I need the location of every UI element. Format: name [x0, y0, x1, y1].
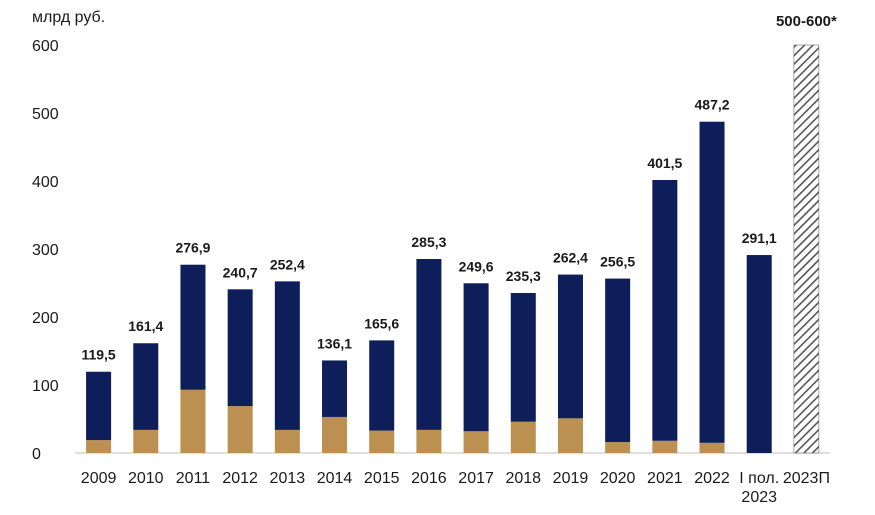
y-tick-label: 300 — [32, 242, 59, 259]
y-axis-unit-label: млрд руб. — [32, 9, 106, 26]
data-label: 161,4 — [128, 318, 163, 334]
data-label: 276,9 — [175, 240, 210, 256]
data-label: 256,5 — [600, 254, 635, 270]
forecast-bar — [793, 44, 820, 454]
data-label: 401,5 — [647, 155, 682, 171]
bar-segment-lower — [274, 429, 300, 453]
x-tick-label: 2018 — [505, 470, 541, 487]
x-tick-label: 2016 — [411, 470, 447, 487]
y-tick-label: 400 — [32, 174, 59, 191]
x-tick-label: 2021 — [647, 470, 683, 487]
bar-segment-lower — [605, 442, 631, 453]
bar-segment-upper — [416, 258, 442, 430]
x-tick-label: 2022 — [694, 470, 730, 487]
bar-segment-upper — [86, 371, 112, 441]
x-tick-label: 2015 — [364, 470, 400, 487]
bar-segment-lower — [510, 421, 536, 453]
x-tick-label: 2019 — [553, 470, 589, 487]
x-tick-label: 2010 — [128, 470, 164, 487]
data-label: 136,1 — [317, 335, 352, 351]
bar-segment-lower — [463, 431, 489, 453]
bar-segment-lower — [699, 442, 725, 453]
bar-segment-lower — [369, 430, 395, 453]
x-tick-label: 2009 — [81, 470, 117, 487]
bar-segment-upper — [605, 278, 631, 443]
y-tick-label: 600 — [32, 38, 59, 55]
x-tick-label: 2017 — [458, 470, 494, 487]
data-label: 291,1 — [742, 230, 777, 246]
bar-segment-lower — [180, 389, 206, 453]
bar-segment-upper — [746, 255, 772, 453]
bar-segment-upper — [274, 281, 300, 430]
bar-segment-lower — [652, 440, 678, 453]
x-tick-label: 2011 — [176, 470, 211, 487]
bar-segment-upper — [227, 289, 253, 407]
x-tick-label: 2013 — [270, 470, 306, 487]
bar-segment-lower — [133, 429, 159, 453]
y-tick-label: 0 — [32, 446, 41, 463]
bar-segment-lower — [322, 416, 348, 453]
data-label: 285,3 — [411, 234, 446, 250]
data-label: 165,6 — [364, 315, 399, 331]
bar-segment-upper — [557, 274, 583, 419]
bar-segment-upper — [133, 343, 159, 430]
bar-segment-lower — [227, 406, 253, 453]
data-label: 500-600* — [776, 13, 837, 30]
x-tick-label: I пол. — [739, 470, 779, 487]
bar-segment-upper — [652, 179, 678, 441]
bar-segment-upper — [322, 360, 348, 417]
bar-segment-upper — [699, 121, 725, 443]
bar-segment-lower — [557, 418, 583, 453]
x-tick-label: 2014 — [317, 470, 353, 487]
data-label: 252,4 — [270, 256, 305, 272]
bar-segment-upper — [180, 264, 206, 390]
x-tick-label: 2023 — [741, 489, 777, 506]
y-tick-label: 100 — [32, 378, 59, 395]
bar-segment-upper — [369, 340, 395, 431]
data-label: 262,4 — [553, 250, 588, 266]
data-label: 119,5 — [81, 347, 115, 363]
data-label: 235,3 — [506, 268, 541, 284]
y-tick-label: 200 — [32, 310, 59, 327]
y-tick-label: 500 — [32, 106, 59, 123]
x-tick-label: 2023П — [783, 470, 830, 487]
bar-segment-lower — [416, 429, 442, 453]
data-label: 487,2 — [695, 97, 730, 113]
bar-segment-upper — [463, 283, 489, 432]
x-tick-label: 2012 — [222, 470, 258, 487]
data-label: 249,6 — [459, 258, 494, 274]
bar-segment-upper — [510, 292, 536, 422]
data-label: 240,7 — [223, 264, 258, 280]
bar-segment-lower — [86, 440, 112, 453]
x-tick-label: 2020 — [600, 470, 636, 487]
